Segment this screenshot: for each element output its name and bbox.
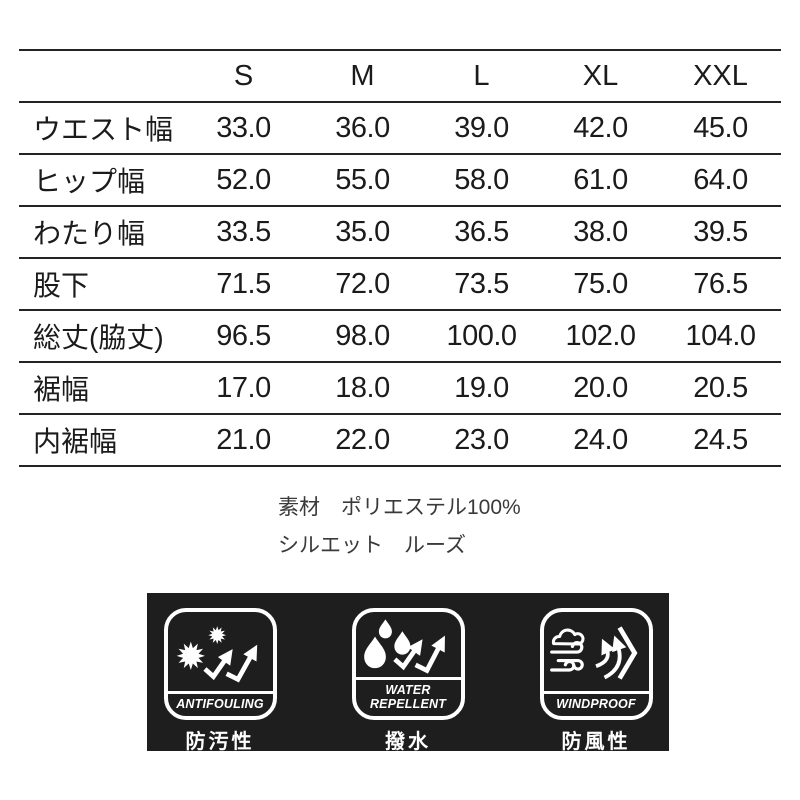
- cell-value: 76.5: [693, 267, 748, 300]
- silhouette-text: シルエット ルーズ: [278, 534, 466, 557]
- table-row: 総丈(脇丈) 96.5 98.0 100.0 102.0 104.0: [19, 310, 781, 362]
- cell-value: 100.0: [446, 319, 517, 352]
- cell-value: 102.0: [565, 319, 636, 352]
- cell-value: 19.0: [454, 371, 509, 404]
- cell-value: 20.0: [573, 371, 628, 404]
- table-row: 裾幅 17.0 18.0 19.0 20.0 20.5: [19, 362, 781, 414]
- cell-value: 52.0: [216, 163, 271, 196]
- feature-windproof: WINDPROOF 防風性: [539, 608, 653, 754]
- size-col-l: L: [473, 59, 490, 92]
- feature-banner: ANTIFOULING 防汚性 WATER REPELLENT 撥水: [147, 593, 669, 754]
- table-row: ウエスト幅 33.0 36.0 39.0 42.0 45.0: [19, 102, 781, 154]
- cell-value: 98.0: [335, 319, 390, 352]
- size-col-xxl: XXL: [693, 59, 748, 92]
- antifouling-icon: [168, 612, 273, 691]
- table-row: 内裾幅 21.0 22.0 23.0 24.0 24.5: [19, 414, 781, 466]
- feature-label-jp: 防汚性: [185, 731, 255, 753]
- size-header-row: S M L XL XXL: [19, 50, 781, 102]
- feature-label-en: ANTIFOULING: [167, 691, 273, 716]
- cell-value: 33.5: [216, 215, 271, 248]
- cell-value: 45.0: [693, 111, 748, 144]
- cell-value: 24.5: [693, 423, 748, 456]
- row-label: わたり幅: [33, 218, 146, 249]
- windproof-icon: [544, 612, 649, 691]
- feature-label-en: WATER REPELLENT: [355, 677, 461, 716]
- cell-value: 35.0: [335, 215, 390, 248]
- row-label: 股下: [33, 270, 90, 301]
- cell-value: 36.5: [454, 215, 509, 248]
- cell-value: 18.0: [335, 371, 390, 404]
- feature-label-en: WINDPROOF: [543, 691, 649, 716]
- feature-label-jp: 撥水: [385, 731, 431, 753]
- cell-value: 20.5: [693, 371, 748, 404]
- size-col-m: M: [350, 59, 375, 92]
- product-details: 素材 ポリエステル100% シルエット ルーズ: [278, 497, 521, 573]
- cell-value: 38.0: [573, 215, 628, 248]
- cell-value: 71.5: [216, 267, 271, 300]
- cell-value: 75.0: [573, 267, 628, 300]
- cell-value: 17.0: [216, 371, 271, 404]
- cell-value: 33.0: [216, 111, 271, 144]
- cell-value: 73.5: [454, 267, 509, 300]
- table-row: ヒップ幅 52.0 55.0 58.0 61.0 64.0: [19, 154, 781, 206]
- row-label: 裾幅: [33, 374, 90, 405]
- feature-antifouling: ANTIFOULING 防汚性: [163, 608, 277, 754]
- row-label: 内裾幅: [33, 426, 118, 457]
- cell-value: 72.0: [335, 267, 390, 300]
- cell-value: 23.0: [454, 423, 509, 456]
- cell-value: 42.0: [573, 111, 628, 144]
- size-col-xl: XL: [582, 59, 619, 92]
- row-label: 総丈(脇丈): [33, 322, 164, 353]
- cell-value: 55.0: [335, 163, 390, 196]
- cell-value: 39.5: [693, 215, 748, 248]
- feature-label-jp: 防風性: [561, 731, 631, 753]
- size-col-s: S: [233, 59, 254, 92]
- row-label: ウエスト幅: [33, 114, 174, 145]
- size-chart-table: S M L XL XXL ウエスト幅 33.0 36.0 39.0 42.0 4…: [19, 49, 781, 467]
- cell-value: 21.0: [216, 423, 271, 456]
- cell-value: 24.0: [573, 423, 628, 456]
- table-row: 股下 71.5 72.0 73.5 75.0 76.5: [19, 258, 781, 310]
- water-repellent-icon: [356, 612, 461, 677]
- cell-value: 96.5: [216, 319, 271, 352]
- size-header-spacer: [19, 50, 184, 102]
- cell-value: 61.0: [573, 163, 628, 196]
- cell-value: 104.0: [685, 319, 756, 352]
- table-row: わたり幅 33.5 35.0 36.5 38.0 39.5: [19, 206, 781, 258]
- cell-value: 22.0: [335, 423, 390, 456]
- row-label: ヒップ幅: [33, 166, 146, 197]
- cell-value: 39.0: [454, 111, 509, 144]
- cell-value: 36.0: [335, 111, 390, 144]
- feature-water-repellent: WATER REPELLENT 撥水: [351, 608, 465, 754]
- cell-value: 64.0: [693, 163, 748, 196]
- cell-value: 58.0: [454, 163, 509, 196]
- material-text: 素材 ポリエステル100%: [278, 496, 521, 519]
